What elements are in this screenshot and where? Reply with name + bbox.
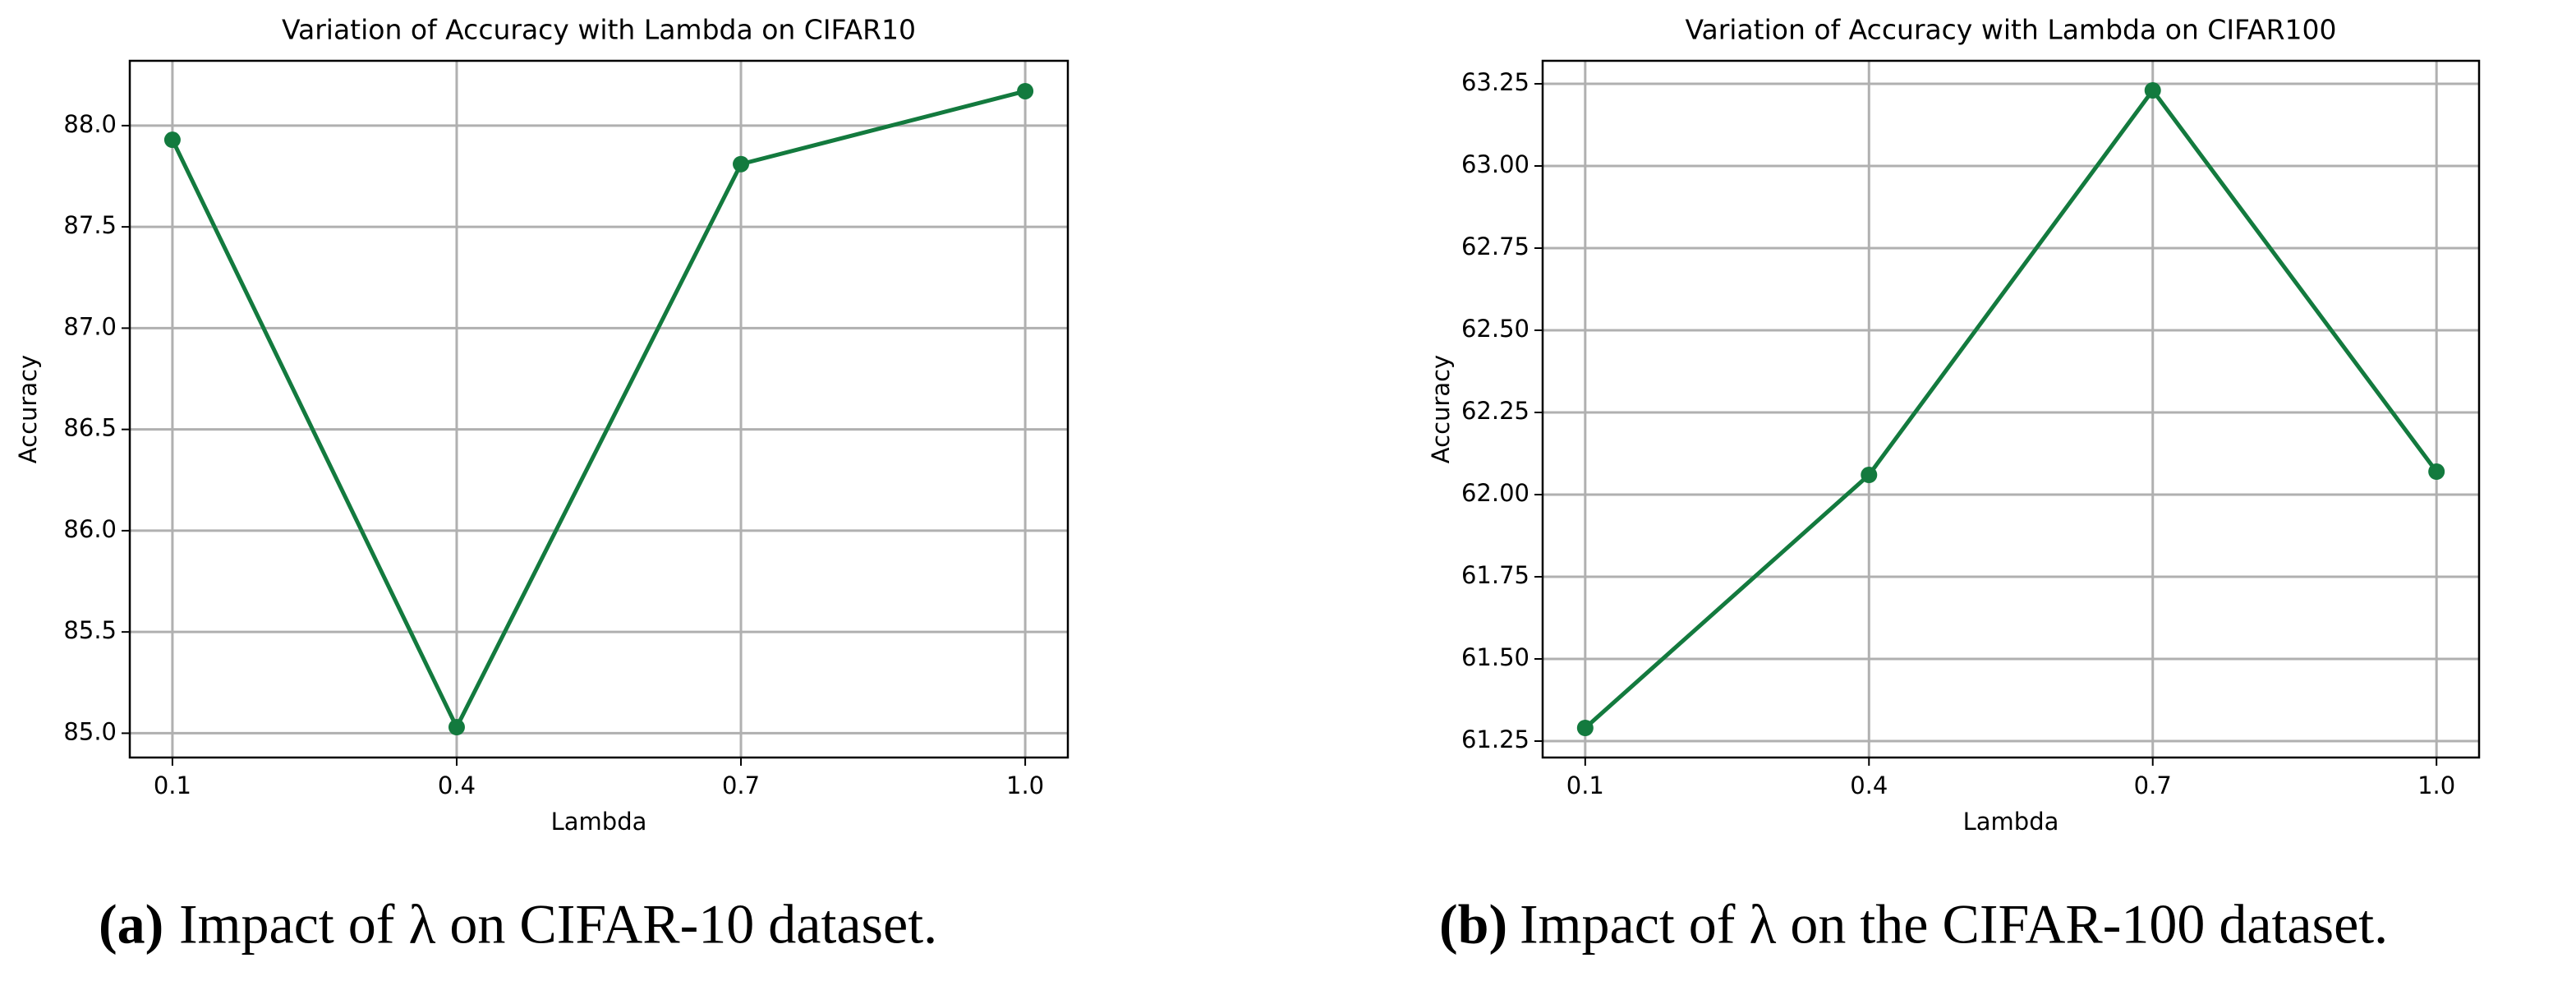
- data-point: [1017, 82, 1034, 99]
- caption-label: (b): [1439, 893, 1507, 956]
- data-line: [1584, 86, 2439, 730]
- y-tick-label: 61.50: [1461, 643, 1530, 671]
- caption-label: (a): [99, 893, 163, 956]
- y-tick-label: 61.75: [1461, 561, 1530, 589]
- y-tick-label: 86.0: [63, 515, 117, 543]
- plot-frame: [128, 59, 1070, 759]
- y-tick-label: 85.5: [63, 616, 117, 644]
- y-tick-label: 87.0: [63, 312, 117, 340]
- y-tick-label: 62.00: [1461, 479, 1530, 507]
- x-tick-label: 0.7: [2134, 771, 2172, 799]
- chart-title: Variation of Accuracy with Lambda on CIF…: [282, 14, 916, 46]
- y-tick-label: 62.50: [1461, 315, 1530, 343]
- data-point: [1861, 467, 1878, 483]
- y-tick-label: 87.5: [63, 211, 117, 239]
- data-point: [1576, 720, 1594, 736]
- y-tick-label: 62.25: [1461, 397, 1530, 425]
- x-tick-label: 0.1: [154, 771, 191, 799]
- y-tick-label: 63.25: [1461, 68, 1530, 96]
- x-tick-label: 0.4: [438, 771, 476, 799]
- caption-text: Impact of λ on CIFAR-10 dataset.: [179, 893, 937, 956]
- y-tick-label: 88.0: [63, 110, 117, 138]
- y-tick-label: 61.25: [1461, 725, 1530, 753]
- plot-frame: [1541, 59, 2481, 759]
- y-tick-label: 85.0: [63, 717, 117, 745]
- x-tick-label: 1.0: [2417, 771, 2455, 799]
- x-axis-label: Lambda: [551, 808, 647, 836]
- data-point: [448, 719, 465, 736]
- y-tick-label: 86.5: [63, 414, 117, 442]
- y-tick-label: 63.00: [1461, 150, 1530, 178]
- caption-text: Impact of λ on the CIFAR-100 dataset.: [1520, 893, 2388, 956]
- x-tick-label: 0.4: [1850, 771, 1888, 799]
- data-point: [2428, 463, 2445, 480]
- x-axis-label: Lambda: [1963, 808, 2059, 836]
- y-axis-label: Accuracy: [14, 355, 42, 463]
- data-point: [733, 155, 750, 173]
- y-axis-label: Accuracy: [1427, 355, 1455, 463]
- data-line: [170, 89, 1026, 732]
- x-tick-label: 0.7: [722, 771, 760, 799]
- chart-title: Variation of Accuracy with Lambda on CIF…: [1685, 14, 2336, 46]
- data-point: [2144, 82, 2161, 99]
- x-tick-label: 1.0: [1006, 771, 1044, 799]
- data-point: [163, 131, 181, 149]
- y-tick-label: 62.75: [1461, 233, 1530, 260]
- x-tick-label: 0.1: [1566, 771, 1604, 799]
